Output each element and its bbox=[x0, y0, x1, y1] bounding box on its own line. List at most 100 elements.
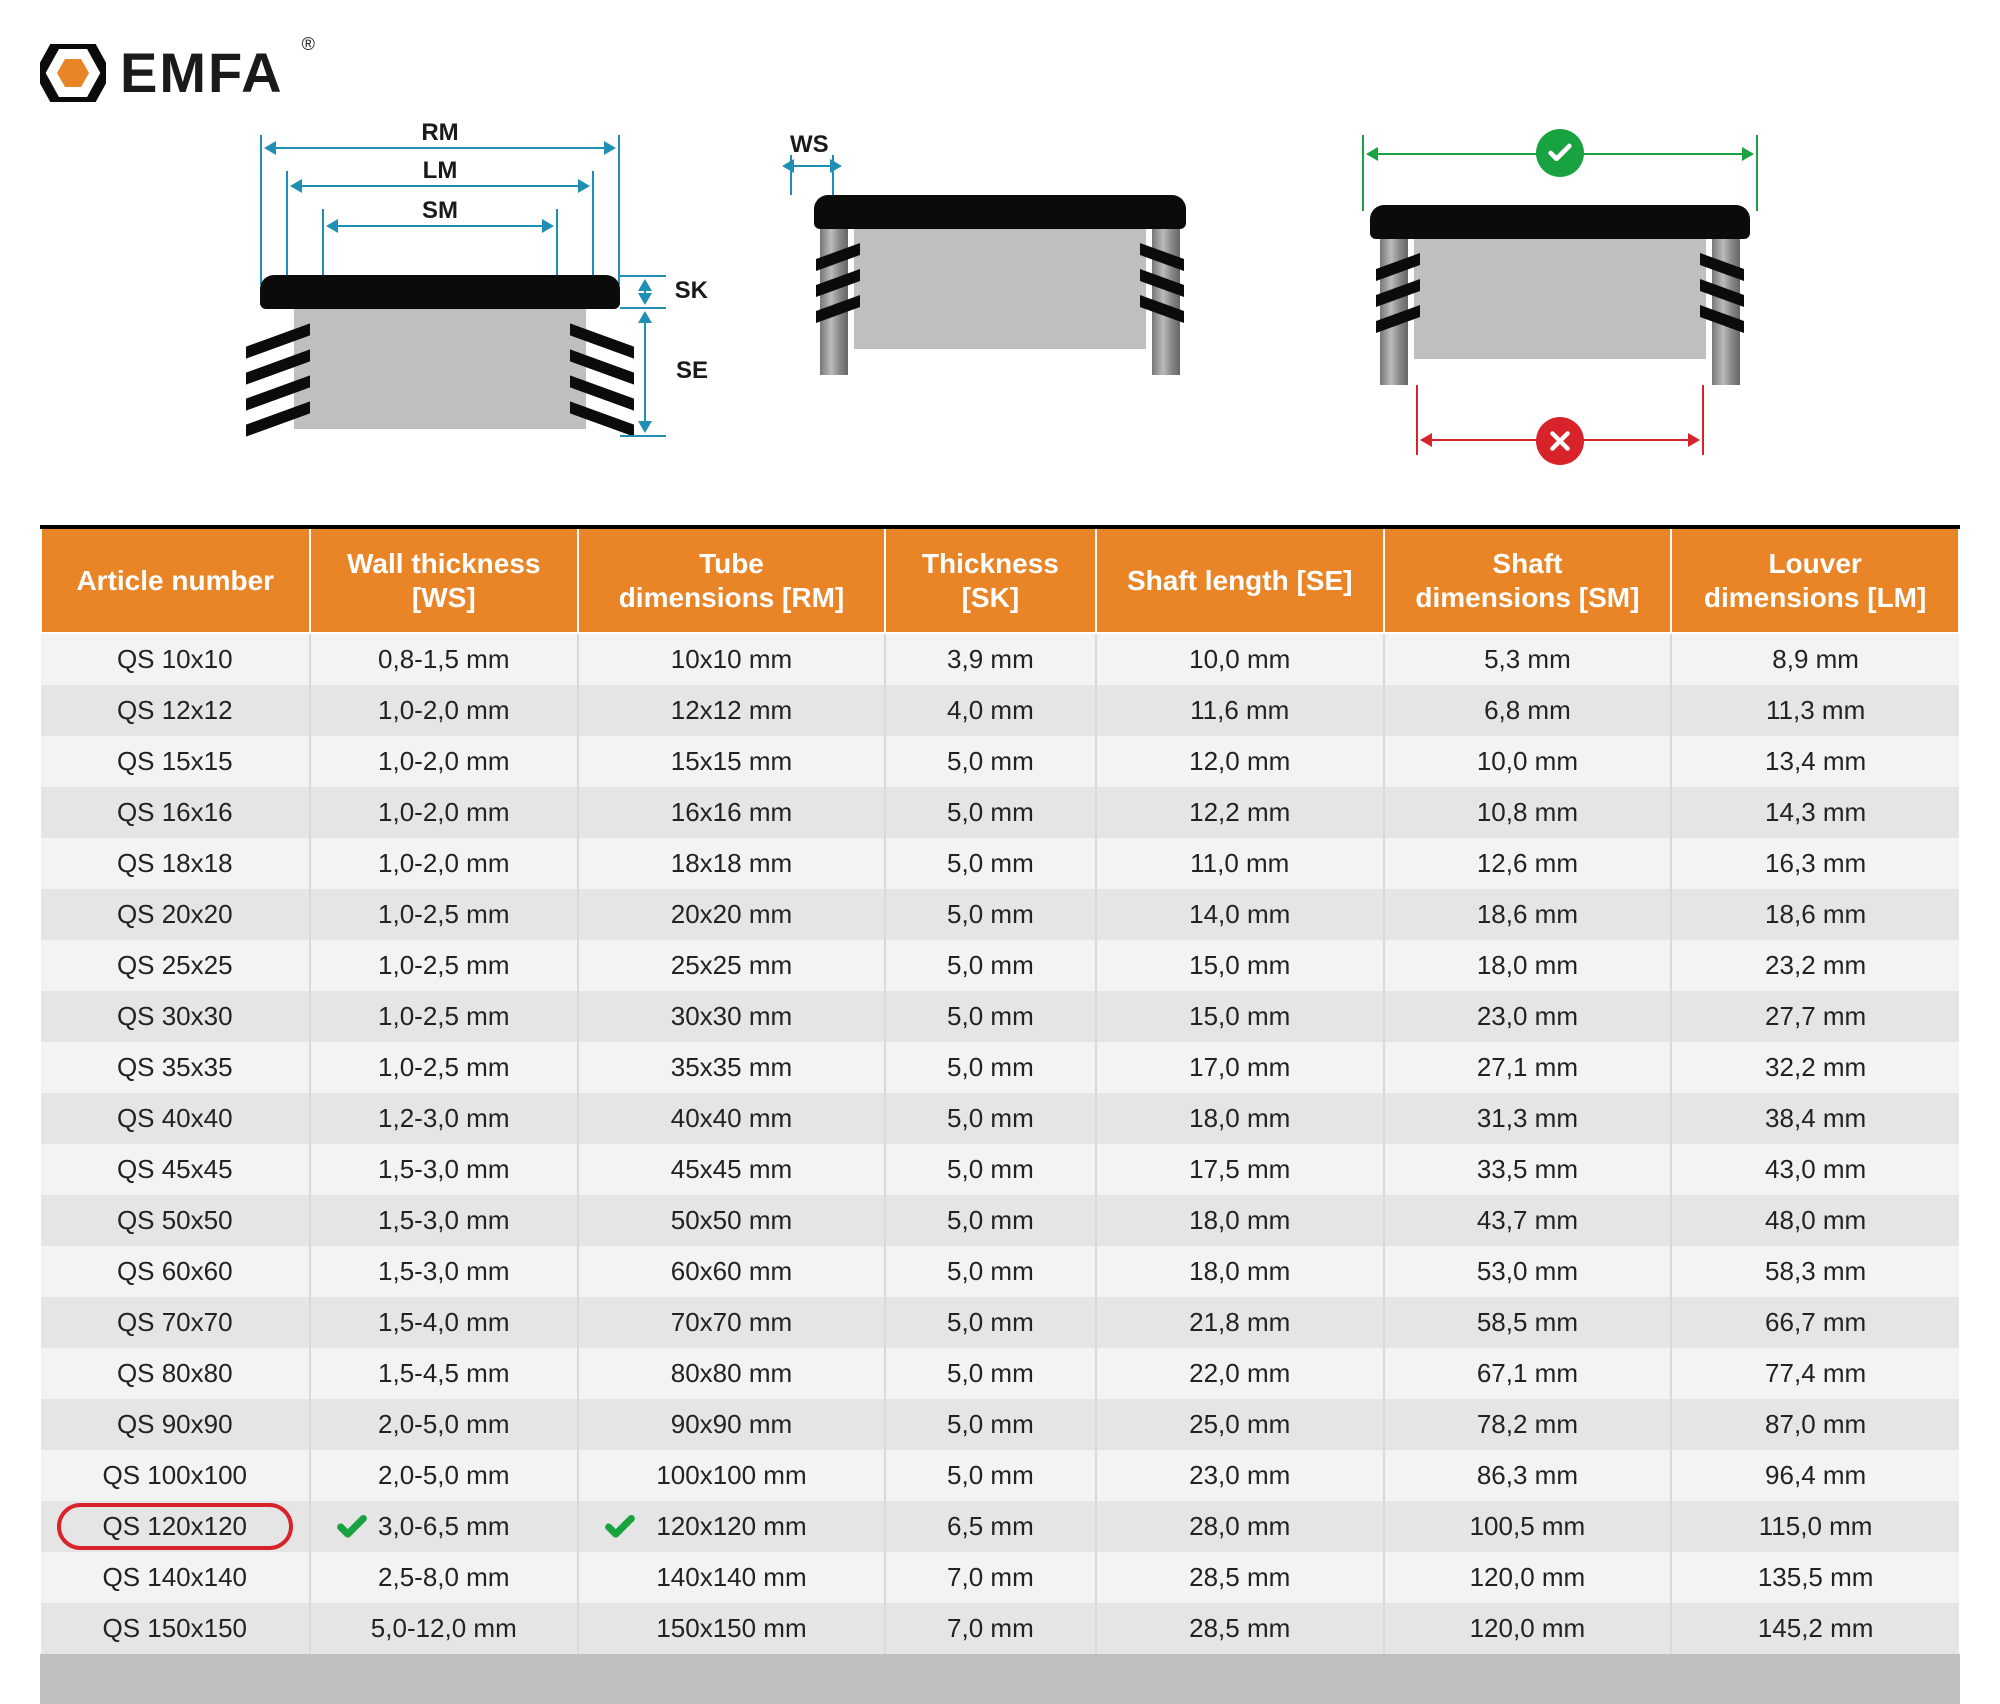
table-cell: 1,0-2,0 mm bbox=[310, 838, 579, 889]
table-cell: 1,0-2,5 mm bbox=[310, 1042, 579, 1093]
table-cell: 45x45 mm bbox=[578, 1144, 885, 1195]
spec-table: Article numberWall thickness[WS]Tubedime… bbox=[40, 525, 1960, 1704]
table-cell: 1,0-2,5 mm bbox=[310, 991, 579, 1042]
highlight-ring bbox=[57, 1503, 293, 1550]
table-cell: 4,0 mm bbox=[885, 685, 1096, 736]
table-cell: 5,0 mm bbox=[885, 838, 1096, 889]
table-row: QS 16x161,0-2,0 mm16x16 mm5,0 mm12,2 mm1… bbox=[41, 787, 1959, 838]
table-cell: QS 10x10 bbox=[41, 633, 310, 685]
label-rm: RM bbox=[421, 119, 458, 147]
column-header: Wall thickness[WS] bbox=[310, 527, 579, 633]
table-cell: 18,0 mm bbox=[1096, 1246, 1384, 1297]
table-row: QS 140x1402,5-8,0 mm140x140 mm7,0 mm28,5… bbox=[41, 1552, 1959, 1603]
table-row: QS 40x401,2-3,0 mm40x40 mm5,0 mm18,0 mm3… bbox=[41, 1093, 1959, 1144]
label-lm: LM bbox=[423, 157, 458, 185]
column-header: Article number bbox=[41, 527, 310, 633]
table-cell: QS 18x18 bbox=[41, 838, 310, 889]
table-cell: 11,6 mm bbox=[1096, 685, 1384, 736]
table-cell: QS 90x90 bbox=[41, 1399, 310, 1450]
table-cell: 1,2-3,0 mm bbox=[310, 1093, 579, 1144]
table-row: QS 45x451,5-3,0 mm45x45 mm5,0 mm17,5 mm3… bbox=[41, 1144, 1959, 1195]
table-cell: 6,8 mm bbox=[1384, 685, 1672, 736]
table-cell: 15,0 mm bbox=[1096, 940, 1384, 991]
column-header: Shaftdimensions [SM] bbox=[1384, 527, 1672, 633]
check-icon bbox=[603, 1510, 637, 1544]
table-cell: 96,4 mm bbox=[1671, 1450, 1959, 1501]
table-cell: 100,5 mm bbox=[1384, 1501, 1672, 1552]
table-cell: 1,5-3,0 mm bbox=[310, 1246, 579, 1297]
column-header: Louverdimensions [LM] bbox=[1671, 527, 1959, 633]
table-cell: 1,0-2,0 mm bbox=[310, 736, 579, 787]
table-cell: 18,6 mm bbox=[1384, 889, 1672, 940]
table-cell: QS 70x70 bbox=[41, 1297, 310, 1348]
diagram-dimensions: RM LM SM bbox=[220, 135, 660, 475]
table-cell: QS 120x120 bbox=[41, 1501, 310, 1552]
label-se: SE bbox=[676, 357, 708, 385]
table-cell: 38,4 mm bbox=[1671, 1093, 1959, 1144]
table-cell: 5,0 mm bbox=[885, 1042, 1096, 1093]
table-cell: 67,1 mm bbox=[1384, 1348, 1672, 1399]
table-row: QS 10x100,8-1,5 mm10x10 mm3,9 mm10,0 mm5… bbox=[41, 633, 1959, 685]
table-cell: QS 140x140 bbox=[41, 1552, 310, 1603]
table-row: QS 20x201,0-2,5 mm20x20 mm5,0 mm14,0 mm1… bbox=[41, 889, 1959, 940]
table-row: QS 80x801,5-4,5 mm80x80 mm5,0 mm22,0 mm6… bbox=[41, 1348, 1959, 1399]
table-cell: 1,0-2,0 mm bbox=[310, 685, 579, 736]
table-cell: 23,0 mm bbox=[1384, 991, 1672, 1042]
table-cell: 5,0 mm bbox=[885, 991, 1096, 1042]
table-cell: 3,0-6,5 mm bbox=[310, 1501, 579, 1552]
table-cell: 5,0 mm bbox=[885, 889, 1096, 940]
table-cell: 20x20 mm bbox=[578, 889, 885, 940]
table-cell: 15,0 mm bbox=[1096, 991, 1384, 1042]
table-cell: 53,0 mm bbox=[1384, 1246, 1672, 1297]
table-cell: 77,4 mm bbox=[1671, 1348, 1959, 1399]
table-cell: 16x16 mm bbox=[578, 787, 885, 838]
table-cell: 1,0-2,5 mm bbox=[310, 889, 579, 940]
table-cell: 43,7 mm bbox=[1384, 1195, 1672, 1246]
table-cell: 5,0 mm bbox=[885, 940, 1096, 991]
table-cell: 18,0 mm bbox=[1384, 940, 1672, 991]
table-cell: 66,7 mm bbox=[1671, 1297, 1959, 1348]
table-cell: 35x35 mm bbox=[578, 1042, 885, 1093]
table-cell: 5,0-12,0 mm bbox=[310, 1603, 579, 1654]
table-cell: 27,1 mm bbox=[1384, 1042, 1672, 1093]
table-cell: 31,3 mm bbox=[1384, 1093, 1672, 1144]
table-cell: 2,0-5,0 mm bbox=[310, 1399, 579, 1450]
table-cell: 16,3 mm bbox=[1671, 838, 1959, 889]
table-cell: 10,8 mm bbox=[1384, 787, 1672, 838]
column-header: Tubedimensions [RM] bbox=[578, 527, 885, 633]
table-cell: 13,4 mm bbox=[1671, 736, 1959, 787]
table-cell: 23,2 mm bbox=[1671, 940, 1959, 991]
table-row: QS 35x351,0-2,5 mm35x35 mm5,0 mm17,0 mm2… bbox=[41, 1042, 1959, 1093]
table-row: QS 150x1505,0-12,0 mm150x150 mm7,0 mm28,… bbox=[41, 1603, 1959, 1654]
table-cell: 3,9 mm bbox=[885, 633, 1096, 685]
table-cell: 120x120 mm bbox=[578, 1501, 885, 1552]
table-cell: 12,2 mm bbox=[1096, 787, 1384, 838]
table-row: QS 120x1203,0-6,5 mm120x120 mm6,5 mm28,0… bbox=[41, 1501, 1959, 1552]
check-icon bbox=[1536, 129, 1584, 177]
table-cell: 10,0 mm bbox=[1384, 736, 1672, 787]
table-cell: 80x80 mm bbox=[578, 1348, 885, 1399]
table-cell: 23,0 mm bbox=[1096, 1450, 1384, 1501]
table-cell: 48,0 mm bbox=[1671, 1195, 1959, 1246]
table-cell: 87,0 mm bbox=[1671, 1399, 1959, 1450]
table-cell: 1,5-3,0 mm bbox=[310, 1195, 579, 1246]
table-cell: QS 30x30 bbox=[41, 991, 310, 1042]
diagram-correct-incorrect bbox=[1340, 135, 1780, 475]
table-cell: QS 20x20 bbox=[41, 889, 310, 940]
check-icon bbox=[335, 1510, 369, 1544]
table-row: QS 90x902,0-5,0 mm90x90 mm5,0 mm25,0 mm7… bbox=[41, 1399, 1959, 1450]
table-cell: 5,0 mm bbox=[885, 1246, 1096, 1297]
table-cell: 25,0 mm bbox=[1096, 1399, 1384, 1450]
table-cell: 27,7 mm bbox=[1671, 991, 1959, 1042]
table-cell: 40x40 mm bbox=[578, 1093, 885, 1144]
column-header: Thickness[SK] bbox=[885, 527, 1096, 633]
page: EMFA ® RM LM SM bbox=[0, 0, 2000, 1704]
table-row: QS 70x701,5-4,0 mm70x70 mm5,0 mm21,8 mm5… bbox=[41, 1297, 1959, 1348]
table-cell: 22,0 mm bbox=[1096, 1348, 1384, 1399]
table-cell: 60x60 mm bbox=[578, 1246, 885, 1297]
table-footer-bar bbox=[40, 1654, 1960, 1704]
table-cell: 1,0-2,0 mm bbox=[310, 787, 579, 838]
logo-hexagon-icon bbox=[40, 44, 106, 102]
table-cell: QS 35x35 bbox=[41, 1042, 310, 1093]
label-sk: SK bbox=[675, 277, 708, 305]
